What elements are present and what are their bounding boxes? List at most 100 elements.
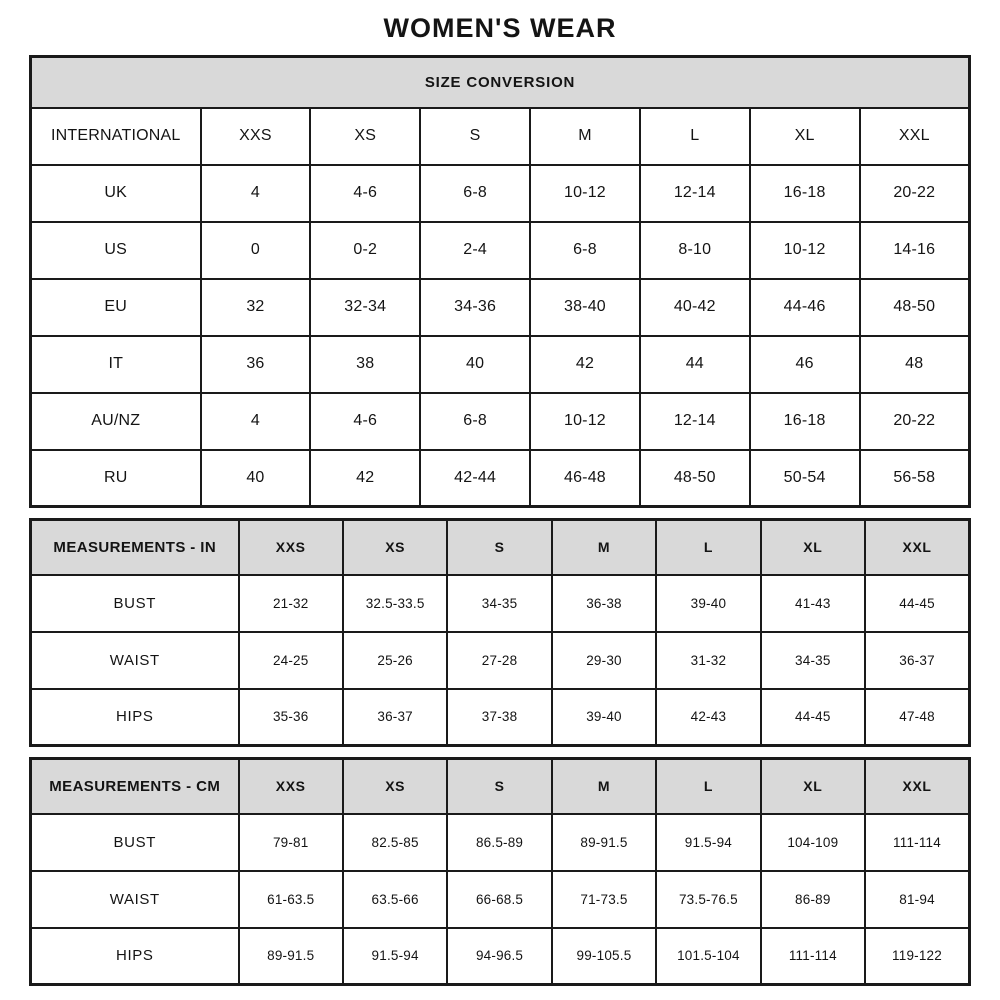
size-cell: 16-18	[748, 391, 861, 451]
size-header-l: L	[655, 757, 762, 815]
size-cell: 40	[419, 334, 532, 394]
row-label-waist: WAIST	[29, 630, 240, 690]
measure-cell: 39-40	[655, 573, 762, 633]
measure-cell: 63.5-66	[341, 869, 449, 929]
size-cell: 34-36	[419, 277, 532, 337]
table-row-uk: UK 4 4-6 6-8 10-12 12-14 16-18 20-22	[29, 163, 971, 223]
size-cell: 36	[199, 334, 312, 394]
measure-cell: 36-38	[550, 573, 658, 633]
size-header-m: M	[550, 757, 658, 815]
table-row-bust-in: BUST 21-32 32.5-33.5 34-35 36-38 39-40 4…	[29, 573, 971, 633]
measure-cell: 44-45	[864, 573, 971, 633]
measure-cell: 89-91.5	[550, 812, 658, 872]
table-spacer	[29, 747, 971, 757]
size-cell: 12-14	[638, 391, 751, 451]
size-cell: 4-6	[309, 163, 422, 223]
row-label-hips: HIPS	[29, 926, 240, 986]
measure-cell: 36-37	[864, 630, 971, 690]
size-cell: 10-12	[748, 220, 861, 280]
measure-cell: 111-114	[864, 812, 971, 872]
size-cell: 4	[199, 163, 312, 223]
size-cell: 4-6	[309, 391, 422, 451]
size-cell: 38	[309, 334, 422, 394]
measurements-cm-table: MEASUREMENTS - CM XXS XS S M L XL XXL BU…	[29, 757, 971, 986]
size-header-l: L	[655, 518, 762, 576]
size-cell: 2-4	[419, 220, 532, 280]
measure-cell: 34-35	[759, 630, 867, 690]
measurements-in-title: MEASUREMENTS - IN	[29, 518, 240, 576]
row-label-waist: WAIST	[29, 869, 240, 929]
size-cell: 48-50	[858, 277, 971, 337]
measurements-in-header-row: MEASUREMENTS - IN XXS XS S M L XL XXL	[29, 518, 971, 576]
measure-cell: 44-45	[759, 687, 867, 747]
measure-cell: 29-30	[550, 630, 658, 690]
measure-cell: 21-32	[237, 573, 344, 633]
measure-cell: 79-81	[237, 812, 344, 872]
measure-cell: 71-73.5	[550, 869, 658, 929]
measure-cell: 42-43	[655, 687, 762, 747]
measure-cell: 101.5-104	[655, 926, 762, 986]
size-cell: 50-54	[748, 448, 861, 508]
row-label-ru: RU	[29, 448, 202, 508]
size-cell: 48	[858, 334, 971, 394]
measure-cell: 37-38	[446, 687, 553, 747]
size-header-xl: XL	[759, 518, 867, 576]
size-cell: 44	[638, 334, 751, 394]
size-cell: 38-40	[529, 277, 641, 337]
table-row-aunz: AU/NZ 4 4-6 6-8 10-12 12-14 16-18 20-22	[29, 391, 971, 451]
size-cell: 42	[309, 448, 422, 508]
measure-cell: 34-35	[446, 573, 553, 633]
size-cell: 0	[199, 220, 312, 280]
row-label-hips: HIPS	[29, 687, 240, 747]
size-cell: 40-42	[638, 277, 751, 337]
measure-cell: 24-25	[237, 630, 344, 690]
table-spacer	[29, 508, 971, 518]
size-header-xxs: XXS	[237, 518, 344, 576]
row-label-eu: EU	[29, 277, 202, 337]
measure-cell: 61-63.5	[237, 869, 344, 929]
size-header-s: S	[446, 518, 553, 576]
size-cell: 32	[199, 277, 312, 337]
table-row-ru: RU 40 42 42-44 46-48 48-50 50-54 56-58	[29, 448, 971, 508]
page-title: WOMEN'S WEAR	[383, 13, 617, 43]
column-header-m: M	[529, 106, 641, 166]
measure-cell: 81-94	[864, 869, 971, 929]
size-cell: 46-48	[529, 448, 641, 508]
row-label-bust: BUST	[29, 573, 240, 633]
table-row-waist-in: WAIST 24-25 25-26 27-28 29-30 31-32 34-3…	[29, 630, 971, 690]
size-header-xxs: XXS	[237, 757, 344, 815]
table-row-us: US 0 0-2 2-4 6-8 8-10 10-12 14-16	[29, 220, 971, 280]
table-row-bust-cm: BUST 79-81 82.5-85 86.5-89 89-91.5 91.5-…	[29, 812, 971, 872]
size-cell: 14-16	[858, 220, 971, 280]
row-label-bust: BUST	[29, 812, 240, 872]
table-row-eu: EU 32 32-34 34-36 38-40 40-42 44-46 48-5…	[29, 277, 971, 337]
size-cell: 48-50	[638, 448, 751, 508]
row-label-us: US	[29, 220, 202, 280]
measure-cell: 39-40	[550, 687, 658, 747]
size-cell: 46	[748, 334, 861, 394]
size-cell: 6-8	[529, 220, 641, 280]
size-cell: 12-14	[638, 163, 751, 223]
measure-cell: 111-114	[759, 926, 867, 986]
measure-cell: 91.5-94	[655, 812, 762, 872]
measure-cell: 41-43	[759, 573, 867, 633]
size-conversion-table: SIZE CONVERSION INTERNATIONAL XXS XS S M…	[29, 55, 971, 508]
row-label-uk: UK	[29, 163, 202, 223]
size-cell: 4	[199, 391, 312, 451]
measure-cell: 99-105.5	[550, 926, 658, 986]
size-header-xs: XS	[341, 518, 449, 576]
size-conversion-banner-row: SIZE CONVERSION	[29, 55, 971, 109]
size-cell: 0-2	[309, 220, 422, 280]
size-cell: 10-12	[529, 163, 641, 223]
row-label-aunz: AU/NZ	[29, 391, 202, 451]
table-row-it: IT 36 38 40 42 44 46 48	[29, 334, 971, 394]
measure-cell: 104-109	[759, 812, 867, 872]
measure-cell: 36-37	[341, 687, 449, 747]
size-header-xxl: XXL	[864, 757, 971, 815]
size-header-xs: XS	[341, 757, 449, 815]
measure-cell: 94-96.5	[446, 926, 553, 986]
measurements-cm-header-row: MEASUREMENTS - CM XXS XS S M L XL XXL	[29, 757, 971, 815]
size-cell: 6-8	[419, 391, 532, 451]
size-cell: 32-34	[309, 277, 422, 337]
